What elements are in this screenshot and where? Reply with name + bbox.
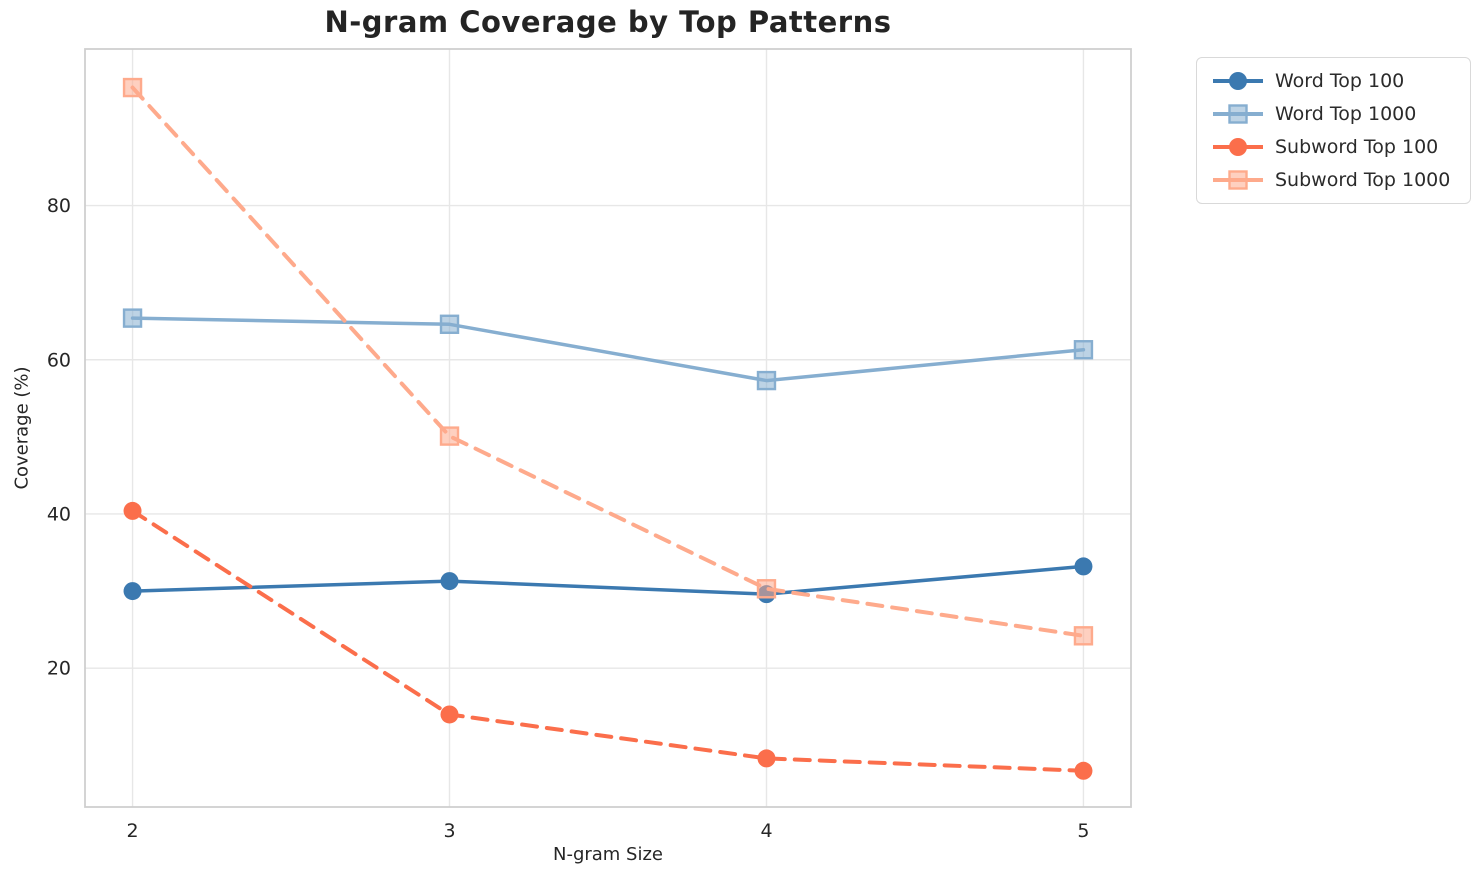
x-tick-label: 5 bbox=[1077, 820, 1089, 842]
legend-item-word-top-100: Word Top 100 bbox=[1211, 69, 1450, 93]
x-tick-label: 4 bbox=[760, 820, 772, 842]
legend-item-word-top-1000: Word Top 1000 bbox=[1211, 102, 1450, 126]
marker-circle bbox=[1074, 761, 1093, 780]
marker-square bbox=[439, 314, 460, 334]
legend-marker-circle bbox=[1229, 138, 1247, 156]
x-tick-label: 2 bbox=[126, 820, 138, 842]
chart-title: N-gram Coverage by Top Patterns bbox=[324, 5, 892, 39]
marker-circle bbox=[123, 501, 142, 520]
marker-square bbox=[756, 579, 777, 599]
y-axis-label: Coverage (%) bbox=[11, 366, 33, 490]
series-subword-top-100 bbox=[123, 501, 1093, 780]
y-tick-label: 60 bbox=[47, 349, 71, 371]
legend-marker-square bbox=[1228, 170, 1248, 190]
marker-square bbox=[1073, 626, 1094, 646]
series-line bbox=[130, 316, 1086, 383]
series-subword-top-1000 bbox=[122, 77, 1094, 646]
legend-swatch-subword-top-1000 bbox=[1213, 170, 1263, 190]
legend-item-subword-top-100: Subword Top 100 bbox=[1211, 135, 1450, 159]
y-tick-label: 80 bbox=[47, 195, 71, 217]
legend-swatch-word-top-100 bbox=[1213, 72, 1263, 90]
marker-circle bbox=[757, 749, 776, 768]
x-axis-label: N-gram Size bbox=[552, 844, 664, 865]
legend: Word Top 100 Word Top 1000 Subword Top 1… bbox=[1196, 57, 1472, 204]
series-word-top-1000 bbox=[122, 308, 1094, 391]
legend-marker-square bbox=[1228, 104, 1248, 124]
marker-circle bbox=[1074, 557, 1093, 576]
legend-label: Word Top 100 bbox=[1275, 70, 1405, 92]
y-tick-label: 40 bbox=[47, 503, 71, 525]
x-tick-label: 3 bbox=[443, 820, 455, 842]
marker-circle bbox=[440, 572, 459, 591]
legend-marker-circle bbox=[1229, 72, 1247, 90]
marker-circle bbox=[440, 705, 459, 724]
marker-square bbox=[756, 370, 777, 391]
marker-circle bbox=[123, 582, 142, 601]
legend-label: Subword Top 1000 bbox=[1275, 169, 1451, 191]
legend-label: Word Top 1000 bbox=[1275, 103, 1417, 125]
marker-square bbox=[439, 426, 460, 446]
legend-item-subword-top-1000: Subword Top 1000 bbox=[1211, 168, 1450, 192]
series-line bbox=[130, 508, 1086, 773]
legend-swatch-subword-top-100 bbox=[1213, 138, 1263, 156]
series-line bbox=[130, 564, 1086, 596]
marker-square bbox=[122, 77, 143, 98]
marker-square bbox=[1073, 340, 1094, 360]
y-tick-label: 20 bbox=[47, 658, 71, 680]
legend-swatch-word-top-1000 bbox=[1213, 104, 1263, 124]
marker-square bbox=[122, 308, 143, 328]
axes-frame bbox=[84, 48, 1132, 808]
legend-label: Subword Top 100 bbox=[1275, 136, 1439, 158]
series-line bbox=[130, 85, 1086, 638]
